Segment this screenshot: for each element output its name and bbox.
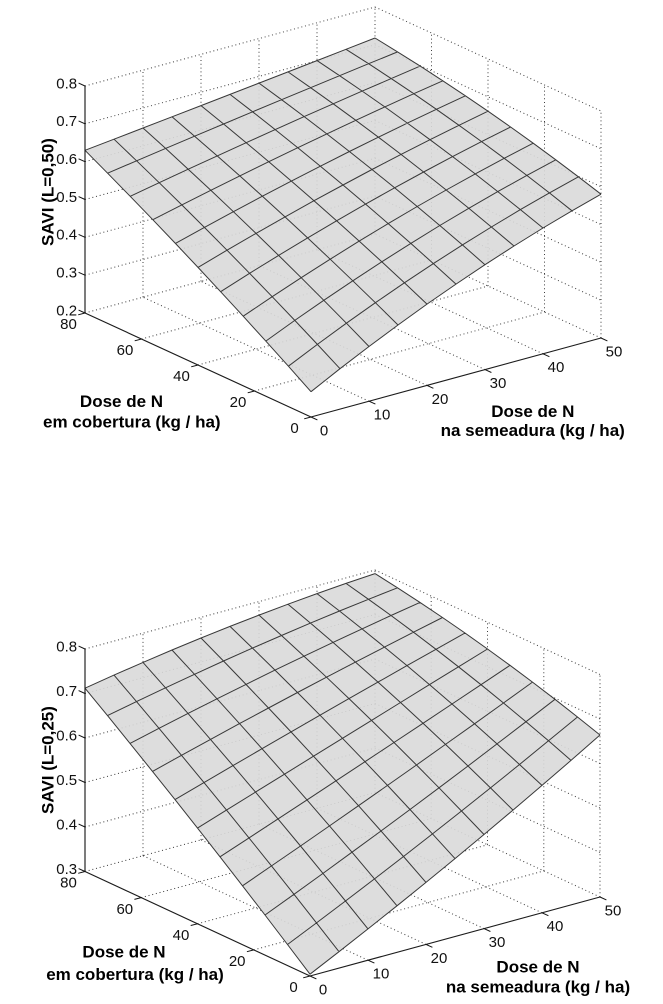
svg-text:0.6: 0.6: [56, 151, 77, 168]
svg-text:Dose de N: Dose de N: [80, 392, 163, 411]
svg-text:na semeadura (kg / ha): na semeadura (kg / ha): [441, 421, 625, 440]
svg-text:em cobertura (kg / ha): em cobertura (kg / ha): [46, 965, 224, 984]
svg-text:20: 20: [229, 953, 246, 970]
svg-text:0.8: 0.8: [56, 638, 77, 655]
svg-text:10: 10: [373, 966, 390, 983]
svg-text:20: 20: [432, 391, 449, 408]
svg-text:80: 80: [60, 316, 77, 333]
svg-text:0.8: 0.8: [56, 75, 77, 92]
svg-text:20: 20: [230, 394, 247, 411]
svg-text:na semeadura (kg / ha): na semeadura (kg / ha): [446, 978, 630, 997]
svg-text:0.6: 0.6: [56, 727, 77, 744]
svg-text:SAVI (L=0,25): SAVI (L=0,25): [39, 706, 58, 814]
svg-text:80: 80: [60, 875, 77, 892]
svg-text:em cobertura (kg / ha): em cobertura (kg / ha): [43, 412, 221, 431]
svg-text:0.7: 0.7: [56, 113, 77, 130]
svg-text:30: 30: [489, 934, 506, 951]
svg-text:0.7: 0.7: [56, 683, 77, 700]
svg-text:0: 0: [320, 422, 328, 439]
svg-text:60: 60: [117, 342, 134, 359]
svg-text:20: 20: [431, 950, 448, 967]
svg-text:0: 0: [289, 979, 297, 996]
svg-text:Dose de N: Dose de N: [496, 958, 579, 977]
svg-text:0.3: 0.3: [56, 265, 77, 282]
svg-text:30: 30: [490, 375, 507, 392]
svg-text:50: 50: [605, 902, 622, 919]
svg-text:40: 40: [173, 927, 190, 944]
svg-text:40: 40: [547, 918, 564, 935]
svg-text:0.5: 0.5: [56, 772, 77, 789]
svg-text:Dose de N: Dose de N: [82, 942, 165, 961]
svg-text:40: 40: [173, 368, 190, 385]
svg-text:SAVI (L=0,50): SAVI (L=0,50): [39, 138, 58, 246]
svg-text:Dose de N: Dose de N: [491, 402, 574, 421]
svg-text:60: 60: [116, 901, 133, 918]
svg-text:40: 40: [548, 359, 565, 376]
svg-text:10: 10: [374, 407, 391, 424]
svg-text:0.5: 0.5: [56, 189, 77, 206]
svg-text:0.4: 0.4: [56, 227, 77, 244]
svg-text:0.3: 0.3: [56, 861, 77, 878]
svg-text:0.4: 0.4: [56, 816, 77, 833]
svg-text:0.2: 0.2: [56, 302, 77, 319]
svg-text:50: 50: [606, 343, 623, 360]
svg-text:0: 0: [290, 420, 298, 437]
svg-text:0: 0: [319, 981, 327, 998]
